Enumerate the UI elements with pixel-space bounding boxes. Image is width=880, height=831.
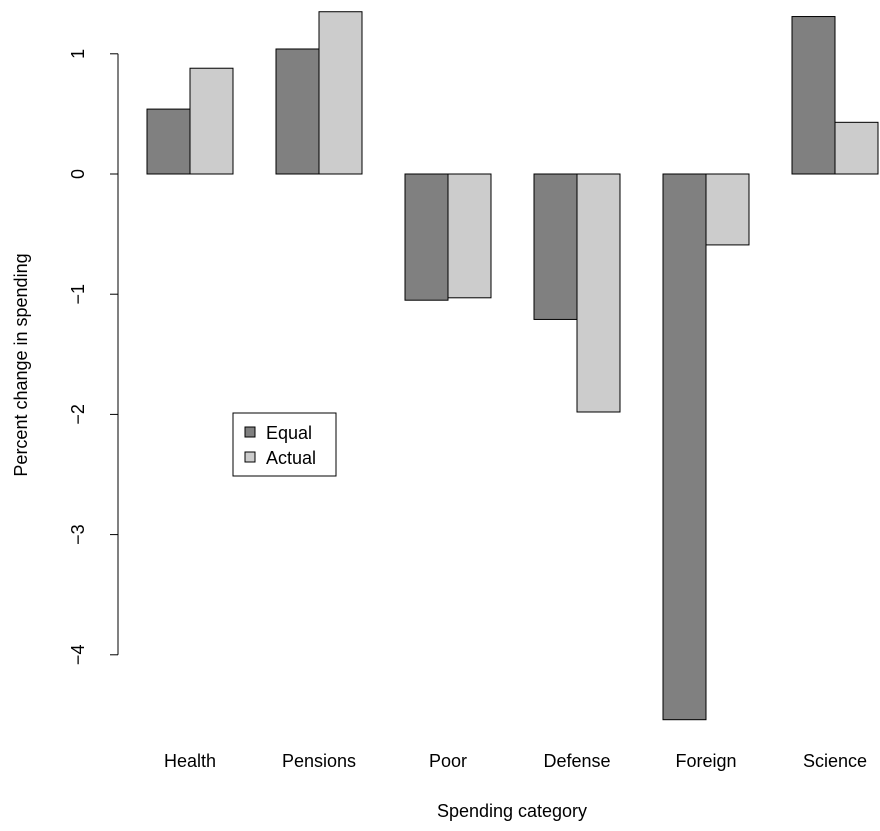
bar-poor-equal: [404, 173, 449, 301]
bar-pensions-equal: [275, 48, 320, 175]
y-tick-label: −4: [68, 645, 88, 666]
legend-box: [232, 412, 337, 477]
bar-foreign-equal: [662, 173, 707, 721]
y-tick-label: 1: [68, 49, 88, 59]
legend: Equal Actual: [232, 412, 337, 477]
bar-health-actual: [189, 67, 234, 175]
x-tick-label: Foreign: [675, 751, 736, 771]
y-axis: 1 0 −1 −2 −3 −4: [68, 49, 119, 666]
bar-defense-equal: [533, 173, 578, 320]
x-tick-label: Defense: [543, 751, 610, 771]
x-axis-labels: Health Pensions Poor Defense Foreign Science: [164, 751, 867, 771]
y-axis-title: Percent change in spending: [11, 253, 31, 476]
bar-poor-actual: [447, 173, 492, 299]
y-tick-label: −1: [68, 284, 88, 305]
legend-label-equal: Equal: [266, 423, 312, 443]
bar-foreign-actual: [705, 173, 750, 246]
x-tick-label: Pensions: [282, 751, 356, 771]
bar-science-equal: [791, 16, 836, 175]
x-axis-title: Spending category: [437, 801, 587, 821]
y-tick-label: −3: [68, 524, 88, 545]
y-tick-label: −2: [68, 404, 88, 425]
x-tick-label: Science: [803, 751, 867, 771]
legend-label-actual: Actual: [266, 448, 316, 468]
legend-swatch-equal: [244, 426, 256, 438]
x-tick-label: Poor: [429, 751, 467, 771]
y-tick-label: 0: [68, 169, 88, 179]
legend-swatch-actual: [244, 451, 256, 463]
bar-health-equal: [146, 108, 191, 175]
bar-pensions-actual: [318, 11, 363, 175]
x-tick-label: Health: [164, 751, 216, 771]
bar-science-actual: [834, 121, 879, 175]
bar-defense-actual: [576, 173, 621, 413]
bar-group: [146, 11, 879, 721]
